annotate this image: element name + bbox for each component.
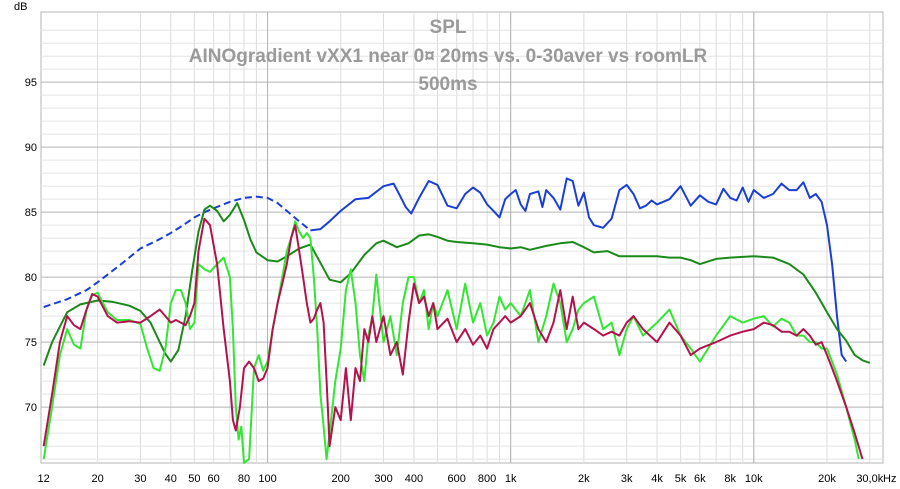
x-tick-label: 100 xyxy=(258,473,276,485)
y-tick-label: 85 xyxy=(25,207,37,219)
x-tick-label: 600 xyxy=(448,473,466,485)
y-unit-label: dB xyxy=(14,1,27,13)
y-tick-label: 70 xyxy=(25,402,37,414)
x-tick-label: 60 xyxy=(207,473,219,485)
chart-subtitle-line-2: 500ms xyxy=(418,74,477,95)
chart-subtitle-line-1: AINOgradient vXX1 near 0¤ 20ms vs. 0-30a… xyxy=(189,46,708,67)
x-tick-label: 10k xyxy=(745,473,763,485)
series-0-line xyxy=(310,177,848,363)
x-tick-label: 2k xyxy=(578,473,590,485)
x-tick-label: 30 xyxy=(134,473,146,485)
y-tick-label: 75 xyxy=(25,337,37,349)
series-3-line xyxy=(42,217,864,460)
y-tick-label: 80 xyxy=(25,272,37,284)
series-0-line-dashed xyxy=(43,195,312,308)
x-tick-label: 20 xyxy=(91,473,103,485)
x-tick-label: 3k xyxy=(621,473,633,485)
x-tick-label: 12 xyxy=(38,473,50,485)
y-tick-label: 90 xyxy=(25,142,37,154)
x-tick-label: 5k xyxy=(675,473,687,485)
x-tick-label: 50 xyxy=(188,473,200,485)
y-axis-ticks: 70 75 80 85 90 95 xyxy=(25,77,37,414)
grid-major xyxy=(41,12,883,463)
x-tick-label: 400 xyxy=(405,473,423,485)
x-tick-label: 1k xyxy=(505,473,517,485)
x-tick-label: 800 xyxy=(478,473,496,485)
x-axis-ticks: 12 20 30 40 50 60 80 100 200 300 400 600 800 1k 2k 3k 4k… xyxy=(38,473,884,485)
x-tick-label: 6k xyxy=(694,473,706,485)
x-tick-label: 80 xyxy=(238,473,250,485)
series-1-line xyxy=(42,202,871,366)
x-tick-label: 200 xyxy=(332,473,350,485)
x-tick-label: 40 xyxy=(165,473,177,485)
x-tick-label: 4k xyxy=(651,473,663,485)
x-unit-label: Hz xyxy=(883,473,896,485)
chart-title: SPL xyxy=(430,17,467,38)
x-tick-label: 8k xyxy=(724,473,736,485)
series-layer xyxy=(42,177,871,464)
x-tick-label: 300 xyxy=(374,473,392,485)
x-tick-label: 20k xyxy=(818,473,836,485)
y-tick-label: 95 xyxy=(25,77,37,89)
x-tick-label: 30,0k xyxy=(856,473,883,485)
